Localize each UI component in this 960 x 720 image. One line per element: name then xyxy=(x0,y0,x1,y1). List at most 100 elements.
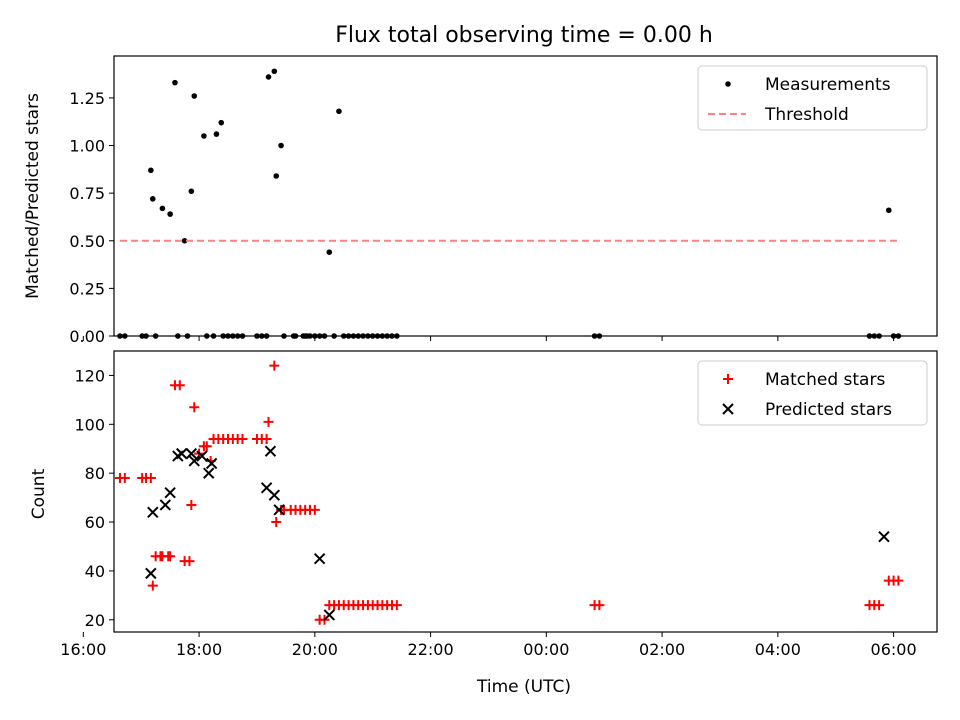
top-legend: Measurements Threshold xyxy=(697,65,928,131)
top-panel: Matched/Predicted stars 0.00 0.25 0.50 0.75… xyxy=(23,55,938,346)
matched-stars-legend-handle xyxy=(723,374,733,384)
measurements-point xyxy=(117,333,123,339)
measurements-point xyxy=(336,108,342,115)
predicted-stars-point xyxy=(205,457,218,470)
measurements-point xyxy=(350,333,357,339)
predicted-stars-point xyxy=(185,447,198,460)
measurements-point xyxy=(374,333,381,339)
matched-stars-point xyxy=(174,380,185,391)
bottom-axes-frame xyxy=(113,350,938,633)
measurements-point xyxy=(312,333,318,339)
predicted-stars-point xyxy=(313,552,326,565)
measurements-point xyxy=(201,133,207,139)
bottom-legend-box xyxy=(697,360,928,426)
measurements-point xyxy=(265,74,272,80)
measurements-point xyxy=(254,333,260,339)
top-panel-ylabel: Matched/Predicted stars xyxy=(23,93,43,299)
top-y-tick-label: 1.25 xyxy=(69,89,105,108)
measurements-point xyxy=(890,333,897,339)
measurements-point xyxy=(307,333,313,339)
top-marks xyxy=(117,68,902,339)
predicted-stars-legend-handle xyxy=(722,403,734,415)
measurements-point xyxy=(360,333,366,339)
measurements-point xyxy=(271,68,278,75)
measurements-legend-label: Measurements xyxy=(765,75,891,95)
matched-stars-point xyxy=(186,499,197,510)
predicted-stars-point xyxy=(273,504,285,516)
top-legend-box xyxy=(697,65,928,131)
bottom-y-tick-label: 80 xyxy=(85,464,105,483)
predicted-stars-point xyxy=(159,499,172,511)
bottom-x-tick-label: 22:00 xyxy=(408,640,454,659)
measurements-point xyxy=(210,333,217,339)
bottom-x-tick-label: 18:00 xyxy=(176,640,222,659)
predicted-stars-point xyxy=(196,450,208,462)
predicted-stars-point xyxy=(145,567,157,580)
measurements-legend-handle xyxy=(725,81,731,87)
bottom-y-tick-label: 120 xyxy=(74,366,105,385)
matched-stars-point xyxy=(184,556,195,567)
measurements-point xyxy=(263,333,270,339)
predicted-stars-point xyxy=(164,487,176,499)
bottom-x-tick-label: 02:00 xyxy=(639,640,685,659)
measurements-point xyxy=(365,333,371,339)
bottom-y-tick-label: 40 xyxy=(85,562,105,581)
matched-stars-point xyxy=(309,504,320,515)
bottom-y-tick-label: 100 xyxy=(74,415,105,434)
measurements-point xyxy=(152,333,159,339)
bottom-panel-xlabel: Time (UTC) xyxy=(476,677,571,697)
matched-stars-point xyxy=(261,433,272,444)
measurements-point xyxy=(172,79,178,86)
measurements-point xyxy=(866,333,873,339)
measurements-point xyxy=(369,333,376,339)
measurements-point xyxy=(203,333,210,339)
matched-stars-point xyxy=(189,402,200,413)
measurements-point xyxy=(876,333,882,339)
measurements-point xyxy=(281,333,287,339)
matched-stars-point xyxy=(165,551,176,562)
matched-stars-point xyxy=(237,433,248,444)
matched-stars-point xyxy=(145,473,156,484)
measurements-point xyxy=(379,333,386,339)
top-y-tick-label: 0.00 xyxy=(69,327,105,346)
measurements-point xyxy=(230,333,236,339)
measurements-point xyxy=(885,207,892,214)
measurements-point xyxy=(225,333,231,339)
predicted-stars-point xyxy=(176,447,188,460)
measurements-point xyxy=(394,333,400,339)
measurements-point xyxy=(148,167,154,174)
measurements-point xyxy=(316,333,323,339)
measurements-point xyxy=(326,249,333,255)
bottom-x-tick-label: 16:00 xyxy=(60,640,106,659)
threshold-legend-label: Threshold xyxy=(764,105,849,125)
measurements-point xyxy=(143,333,149,339)
predicted-stars-point xyxy=(264,445,277,457)
measurements-point xyxy=(167,211,173,217)
measurements-point xyxy=(159,205,166,212)
bottom-x-tick-label: 20:00 xyxy=(292,640,338,659)
top-y-tick-label: 0.50 xyxy=(69,232,105,251)
measurements-point xyxy=(191,93,198,99)
bottom-x-tick-label: 00:00 xyxy=(523,640,569,659)
measurements-point xyxy=(149,196,156,202)
top-y-tick-label: 1.00 xyxy=(69,137,105,156)
measurements-point xyxy=(258,333,265,339)
top-y-tick-label: 0.25 xyxy=(69,279,105,298)
matched-stars-point xyxy=(269,360,280,371)
bottom-x-tick-label: 06:00 xyxy=(871,640,917,659)
predicted-stars-point xyxy=(268,489,281,501)
matched-stars-point xyxy=(201,441,212,452)
measurements-point xyxy=(389,333,395,339)
matched-stars-legend-label: Matched stars xyxy=(765,370,885,390)
measurements-point xyxy=(239,333,246,339)
bottom-y-tick-label: 60 xyxy=(85,513,105,532)
bottom-x-tick-label: 04:00 xyxy=(755,640,801,659)
top-axes-frame xyxy=(113,55,938,337)
measurements-point xyxy=(596,333,603,339)
predicted-stars-point xyxy=(878,530,890,543)
measurements-point xyxy=(345,333,352,339)
bottom-marks xyxy=(114,360,904,625)
measurements-point xyxy=(181,237,188,244)
measurements-point xyxy=(184,333,191,339)
measurements-point xyxy=(273,173,280,179)
